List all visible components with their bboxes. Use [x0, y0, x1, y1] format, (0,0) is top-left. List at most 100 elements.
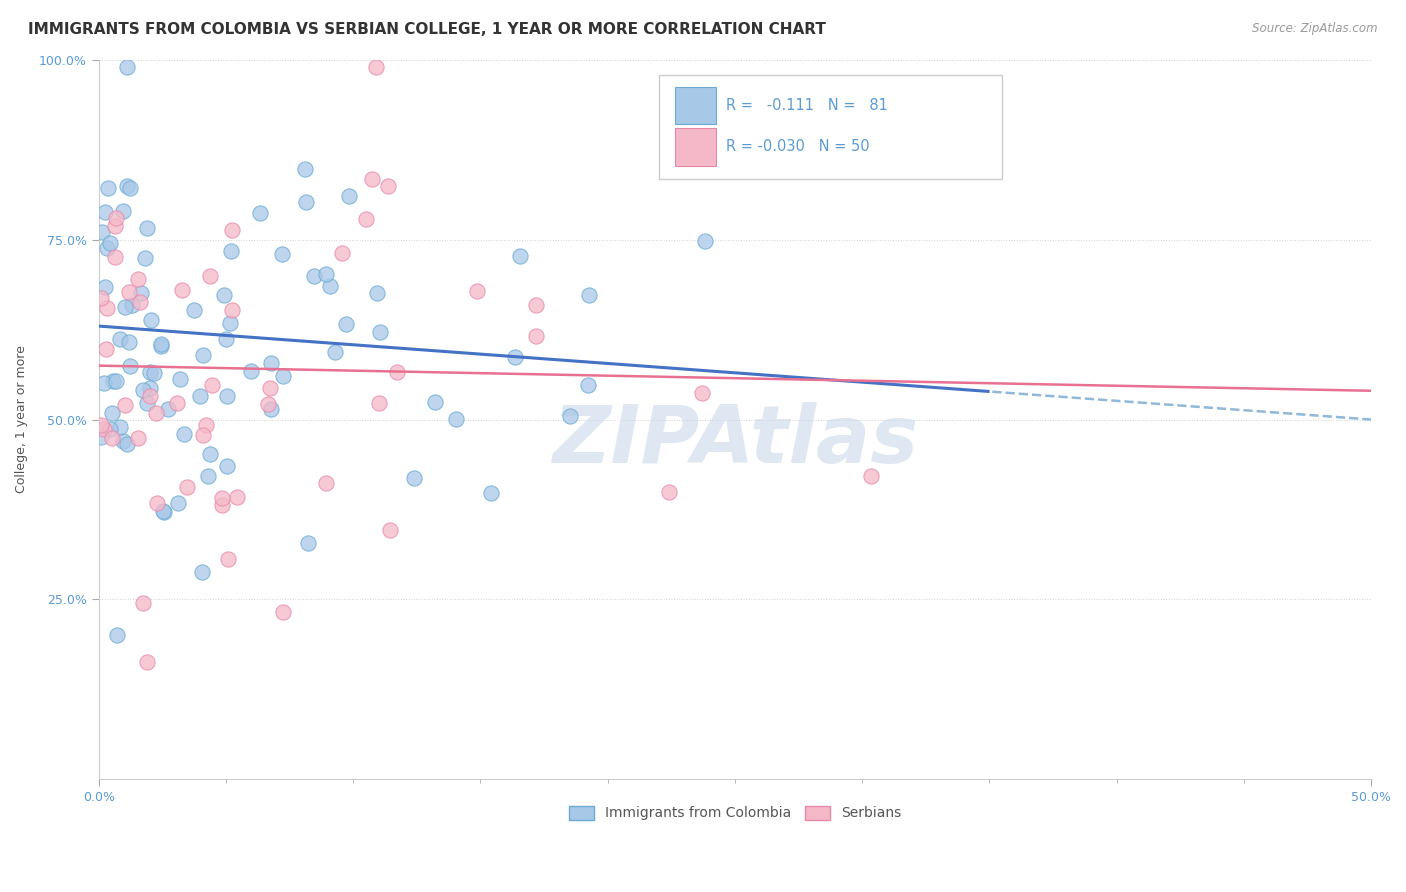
Point	[330, 246, 353, 260]
Point	[239, 364, 262, 378]
Point	[215, 333, 238, 347]
Point	[225, 490, 247, 504]
Point	[211, 491, 233, 506]
Point	[138, 365, 160, 379]
Point	[354, 212, 377, 227]
Point	[170, 283, 193, 297]
Point	[560, 409, 582, 424]
Point	[121, 298, 143, 312]
Point	[503, 351, 526, 365]
Point	[367, 396, 389, 410]
Point	[385, 365, 408, 379]
Point	[271, 605, 294, 619]
Point	[108, 420, 131, 434]
Point	[105, 628, 128, 642]
Point	[115, 60, 138, 74]
Point	[101, 431, 124, 445]
Point	[190, 566, 212, 580]
Point	[191, 427, 214, 442]
Point	[423, 394, 446, 409]
Point	[97, 181, 120, 195]
Point	[104, 219, 127, 234]
Point	[479, 486, 502, 500]
Point	[108, 332, 131, 346]
Point	[149, 338, 172, 352]
Point	[136, 221, 159, 235]
Point	[315, 267, 337, 281]
Text: IMMIGRANTS FROM COLOMBIA VS SERBIAN COLLEGE, 1 YEAR OR MORE CORRELATION CHART: IMMIGRANTS FROM COLOMBIA VS SERBIAN COLL…	[28, 22, 825, 37]
Point	[509, 249, 531, 263]
Point	[214, 288, 236, 302]
Point	[576, 378, 599, 392]
Point	[118, 359, 141, 373]
Point	[96, 301, 118, 316]
Point	[578, 288, 600, 302]
Point	[93, 421, 115, 435]
Point	[368, 325, 391, 339]
Point	[98, 236, 121, 251]
Point	[217, 552, 239, 566]
Point	[360, 171, 382, 186]
Point	[90, 292, 112, 306]
Point	[117, 179, 139, 194]
Point	[444, 412, 467, 426]
Point	[260, 356, 283, 370]
Point	[153, 505, 176, 519]
Point	[215, 389, 238, 403]
Legend: Immigrants from Colombia, Serbians: Immigrants from Colombia, Serbians	[562, 800, 907, 826]
Point	[139, 313, 162, 327]
Point	[104, 211, 127, 225]
Point	[217, 458, 239, 473]
Point	[690, 386, 713, 401]
Point	[166, 395, 188, 409]
Point	[111, 203, 134, 218]
Point	[90, 225, 112, 239]
Point	[695, 234, 717, 248]
Point	[138, 389, 160, 403]
Point	[323, 345, 346, 359]
Point	[136, 396, 159, 410]
Point	[221, 223, 243, 237]
Point	[302, 269, 325, 284]
Point	[366, 60, 388, 74]
Point	[94, 204, 117, 219]
Point	[94, 343, 117, 357]
Point	[524, 329, 547, 343]
Point	[105, 374, 128, 388]
FancyBboxPatch shape	[658, 75, 1002, 178]
Point	[295, 195, 318, 210]
Point	[218, 316, 240, 330]
Text: R =   -0.111   N =   81: R = -0.111 N = 81	[725, 98, 887, 113]
Point	[149, 336, 172, 351]
FancyBboxPatch shape	[675, 87, 716, 124]
Point	[134, 252, 156, 266]
Point	[402, 470, 425, 484]
Point	[198, 268, 221, 283]
Point	[191, 348, 214, 362]
Point	[259, 402, 281, 417]
Point	[169, 372, 191, 386]
Point	[118, 334, 141, 349]
Point	[127, 431, 149, 445]
Point	[114, 398, 136, 412]
Point	[101, 374, 124, 388]
Point	[249, 206, 271, 220]
Point	[104, 251, 127, 265]
Point	[183, 302, 205, 317]
Text: Source: ZipAtlas.com: Source: ZipAtlas.com	[1253, 22, 1378, 36]
Point	[98, 422, 121, 436]
Point	[335, 317, 357, 331]
Point	[377, 178, 399, 193]
Point	[188, 389, 211, 403]
Point	[200, 377, 222, 392]
Point	[90, 430, 112, 444]
Point	[366, 285, 388, 300]
Point	[138, 381, 160, 395]
Point	[115, 436, 138, 450]
Point	[173, 427, 195, 442]
Point	[156, 402, 179, 417]
Point	[319, 278, 342, 293]
Point	[197, 469, 219, 483]
Point	[297, 536, 319, 550]
Point	[176, 480, 198, 494]
